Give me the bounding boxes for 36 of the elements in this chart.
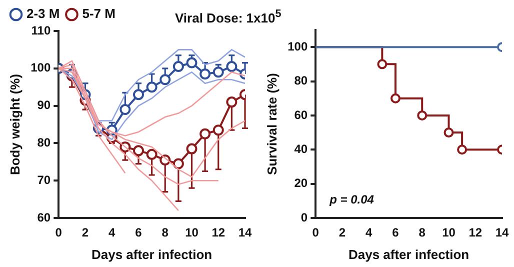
- y-tick-label: 60: [37, 210, 51, 224]
- y-tick-label: 80: [37, 136, 51, 150]
- y-tick-label: 60: [294, 108, 308, 122]
- x-tick-label: 0: [312, 226, 320, 240]
- x-tick-label: 8: [418, 226, 426, 240]
- y-tick-label: 110: [31, 23, 51, 38]
- x-tick-label: 14: [238, 226, 252, 240]
- chart-title: Viral Dose: 1x10$^{5}$: [175, 8, 282, 26]
- x-tick-label: 4: [108, 226, 116, 240]
- y-tick-label: 90: [37, 98, 51, 112]
- x-tick-label: 2: [82, 226, 89, 240]
- y-axis-title: Body weight (%): [7, 74, 22, 176]
- y-tick-label: 0: [300, 210, 308, 224]
- x-tick-label: 6: [392, 226, 400, 240]
- legend-label: 5-7 M: [82, 6, 116, 22]
- legend-label: 2-3 M: [26, 6, 60, 22]
- y-tick-label: 80: [294, 74, 308, 88]
- x-tick-label: 12: [212, 226, 226, 240]
- y-axis-title: Survival rate (%): [264, 73, 280, 175]
- annotation: p = 0.04: [328, 192, 374, 206]
- y-tick-label: 20: [294, 176, 308, 190]
- y-tick-label: 100: [30, 60, 51, 75]
- y-tick-label: 40: [294, 142, 308, 156]
- x-tick-label: 0: [55, 226, 62, 240]
- y-tick-label: 100: [288, 39, 308, 54]
- y-tick-label: 70: [37, 172, 51, 187]
- x-axis-title: Days after infection: [348, 246, 470, 262]
- x-tick-label: 4: [366, 226, 373, 240]
- x-tick-label: 10: [442, 226, 456, 240]
- x-tick-label: 10: [185, 226, 199, 240]
- x-tick-label: 14: [495, 226, 509, 240]
- x-tick-label: 12: [468, 226, 482, 240]
- x-axis-title: Days after infection: [91, 246, 212, 262]
- x-tick-label: 2: [338, 226, 346, 240]
- x-tick-label: 6: [135, 226, 142, 240]
- x-tick-label: 8: [162, 226, 169, 240]
